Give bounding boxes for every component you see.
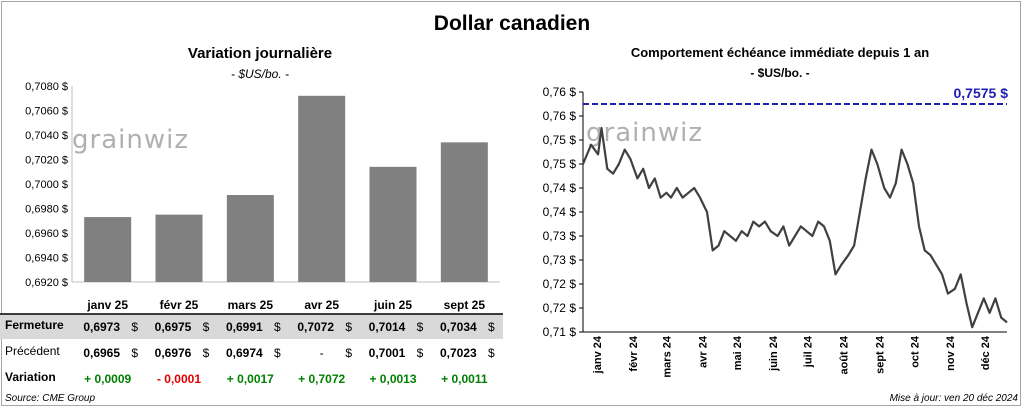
left-y-tick-label: 0,7080 $: [25, 81, 68, 93]
table-cell: 0,6991: [226, 320, 263, 334]
table-row-variation: Variation: [0, 366, 503, 387]
table-cell: 0,7014: [369, 320, 406, 334]
bar-1: [155, 214, 203, 282]
right-x-tick-label: janv 24: [592, 335, 604, 374]
table-row-fermeture: Fermeture: [0, 314, 503, 335]
left-y-tick-label: 0,6920 $: [25, 277, 68, 289]
table-unit: $: [345, 346, 352, 360]
right-y-tick-label: 0,73 $: [543, 229, 577, 243]
table-cell: 0,6973: [83, 320, 120, 334]
table-unit: $: [274, 346, 281, 360]
right-y-tick-label: 0,74 $: [543, 205, 577, 219]
table-cell: 0,6974: [226, 346, 263, 360]
closing-row-background: [0, 314, 503, 339]
row-label-precedent: Précédent: [5, 343, 60, 358]
table-cell: 0,7034: [440, 320, 477, 334]
table-unit: $: [417, 346, 424, 360]
page-title: Dollar canadien: [433, 12, 591, 35]
table-cell: 0,7072: [297, 320, 334, 334]
right-x-tick-label: juin 24: [768, 335, 780, 372]
table-cell: + 0,0017: [227, 372, 274, 386]
left-y-tick-label: 0,6940 $: [25, 253, 68, 265]
right-x-tick-label: févr 24: [628, 335, 640, 371]
right-y-tick-label: 0,73 $: [543, 253, 577, 267]
table-unit: $: [131, 346, 138, 360]
watermark-left: grainwiz: [72, 125, 189, 155]
table-unit: $: [131, 320, 138, 334]
left-chart-title: Variation journalière: [187, 45, 333, 62]
right-x-tick-label: mars 24: [661, 335, 673, 377]
bar-4: [369, 166, 417, 282]
right-x-tick-label: déc 24: [980, 335, 992, 370]
table-unit: $: [488, 320, 495, 334]
table-cell: + 0,7072: [298, 372, 345, 386]
right-chart-unit: - $US/bo. -: [750, 66, 810, 80]
category-label: sept 25: [444, 298, 486, 312]
category-label: janv 25: [86, 298, 128, 312]
right-y-tick-label: 0,76 $: [543, 109, 577, 123]
table-unit: $: [488, 346, 495, 360]
table-unit: $: [345, 320, 352, 334]
bar-3: [298, 95, 346, 282]
left-y-tick-label: 0,7000 $: [25, 179, 68, 191]
left-y-tick-label: 0,7060 $: [25, 106, 68, 118]
left-y-tick-label: 0,6980 $: [25, 204, 68, 216]
table-cell: + 0,0011: [441, 372, 488, 386]
bar-0: [84, 217, 132, 282]
left-chart-unit: - $US/bo. -: [230, 67, 290, 81]
left-y-tick-label: 0,7040 $: [25, 130, 68, 142]
right-y-tick-label: 0,75 $: [543, 133, 577, 147]
right-y-tick-label: 0,74 $: [543, 181, 577, 195]
table-unit: $: [274, 320, 281, 334]
row-label-fermeture: Fermeture: [5, 317, 64, 332]
right-x-tick-label: juil 24: [803, 335, 815, 368]
right-x-tick-label: nov 24: [945, 335, 957, 371]
price-series-line: [581, 126, 1008, 329]
right-y-tick-label: 0,75 $: [543, 157, 577, 171]
table-cell: - 0,0001: [157, 372, 201, 386]
right-y-tick-label: 0,72 $: [543, 277, 577, 291]
watermark-right: grainwiz: [586, 118, 703, 148]
source-note: Source: CME Group: [5, 393, 96, 404]
right-y-tick-label: 0,76 $: [543, 85, 577, 99]
category-label: juin 25: [373, 298, 412, 312]
table-cell: 0,7001: [369, 346, 406, 360]
right-x-tick-label: avr 24: [697, 335, 709, 368]
right-y-tick-label: 0,72 $: [543, 301, 577, 315]
right-chart-title: Comportement échéance immédiate depuis 1…: [630, 45, 930, 60]
category-label: mars 25: [228, 298, 274, 312]
table-unit: $: [203, 346, 210, 360]
row-label-variation: Variation: [5, 369, 56, 384]
right-x-tick-label: oct 24: [909, 335, 921, 368]
category-label: févr 25: [160, 298, 199, 312]
category-label: avr 25: [304, 298, 339, 312]
table-cell: 0,7023: [440, 346, 477, 360]
bar-5: [440, 142, 488, 282]
table-cell: + 0,0013: [369, 372, 416, 386]
table-cell: + 0,0009: [84, 372, 131, 386]
table-unit: $: [203, 320, 210, 334]
table-cell: 0,6976: [155, 346, 192, 360]
right-x-tick-label: août 24: [839, 335, 851, 374]
bar-2: [226, 195, 274, 282]
table-cell: -: [320, 346, 324, 360]
update-note: Mise à jour: ven 20 déc 2024: [889, 393, 1018, 404]
right-y-tick-label: 0,71 $: [543, 325, 577, 339]
reference-label: 0,7575 $: [954, 85, 1009, 101]
left-y-tick-label: 0,7020 $: [25, 155, 68, 167]
right-x-tick-label: sept 24: [875, 335, 887, 374]
left-y-tick-label: 0,6960 $: [25, 228, 68, 240]
table-cell: 0,6965: [83, 346, 120, 360]
table-cell: 0,6975: [155, 320, 192, 334]
table-unit: $: [417, 320, 424, 334]
table-row-precedent: Précédent: [0, 340, 503, 361]
right-x-tick-label: mai 24: [732, 335, 744, 370]
